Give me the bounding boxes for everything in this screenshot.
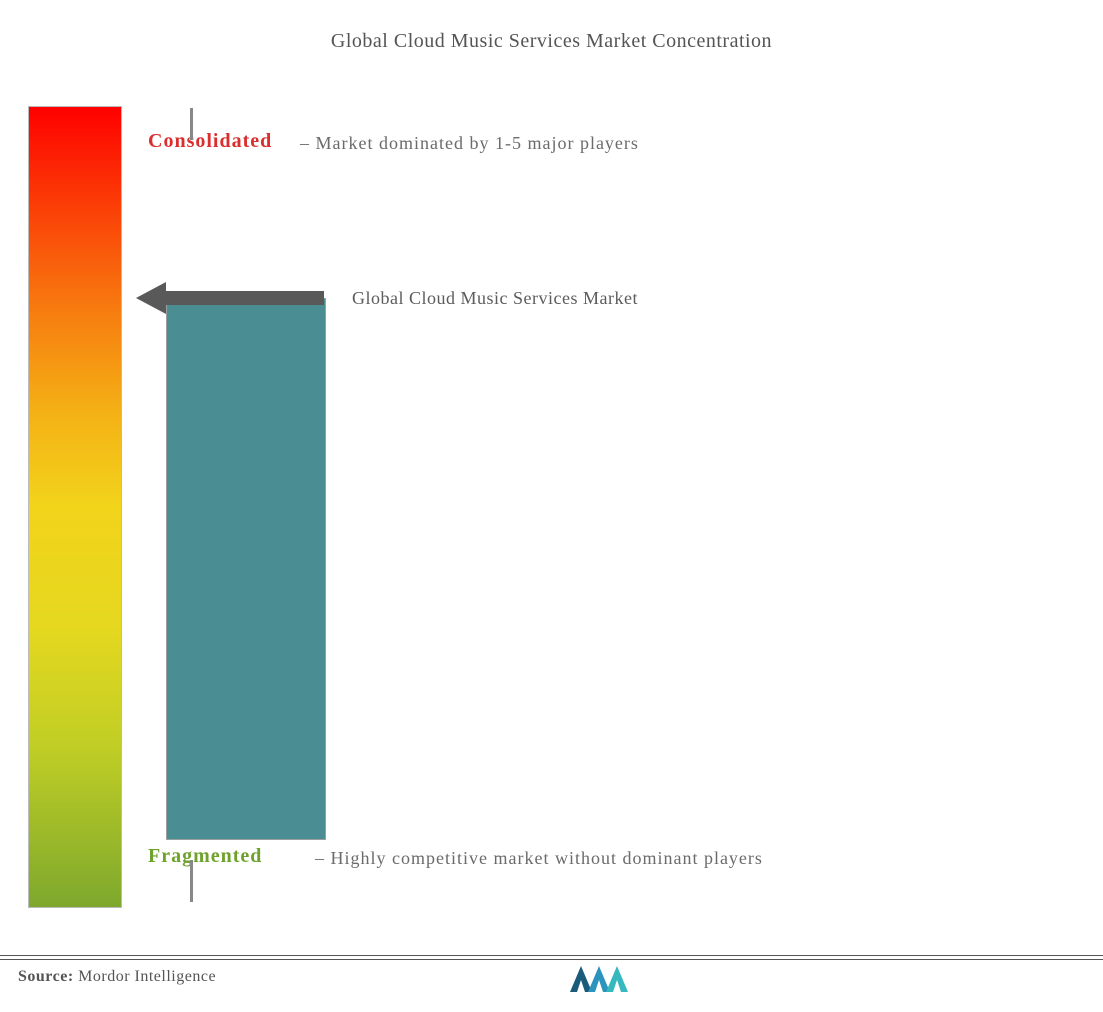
concentration-gradient-bar (28, 106, 122, 908)
consolidated-label: Consolidated (148, 130, 272, 153)
source-label: Source: (18, 968, 74, 985)
fragmented-description: – Highly competitive market without domi… (315, 848, 763, 869)
tick-top (190, 108, 193, 140)
fragmented-label: Fragmented (148, 845, 262, 868)
market-bar-label: Global Cloud Music Services Market (352, 288, 638, 309)
brand-logo-icon (566, 960, 646, 1000)
tick-bottom (190, 860, 193, 902)
chart-container: Global Cloud Music Services Market Conce… (0, 0, 1103, 1012)
chart-title: Global Cloud Music Services Market Conce… (0, 30, 1103, 53)
market-position-bar (166, 298, 326, 840)
source-value: Mordor Intelligence (78, 968, 216, 985)
source-attribution: Source: Mordor Intelligence (18, 968, 216, 986)
consolidated-description: – Market dominated by 1-5 major players (300, 133, 639, 154)
market-arrow-icon (136, 278, 336, 323)
footer-divider (0, 955, 1103, 960)
